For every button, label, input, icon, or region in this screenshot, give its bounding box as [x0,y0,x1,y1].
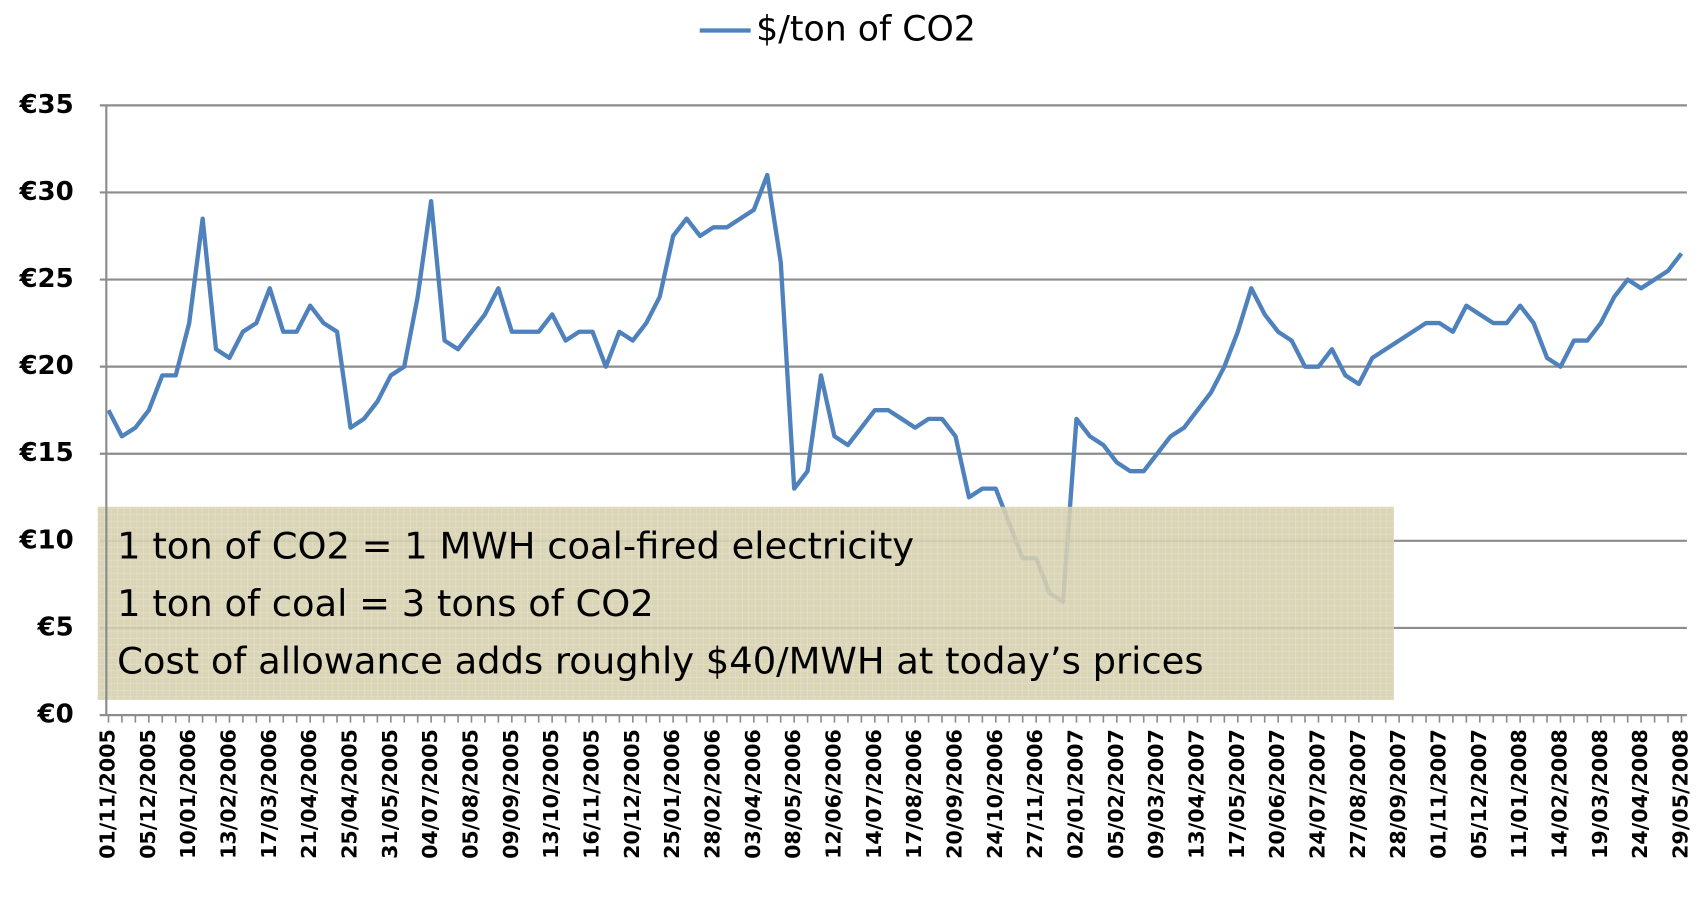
x-tick-label: 27/11/2006 [1023,729,1047,859]
x-tick-label: 25/01/2006 [660,729,684,859]
x-tick-label: 05/12/2005 [136,729,160,859]
annotations: 1 ton of CO2 = 1 MWH coal-fired electric… [117,524,1203,682]
x-tick-label: 27/08/2007 [1346,729,1370,859]
x-tick-label: 05/02/2007 [1104,729,1128,859]
x-tick-label: 31/05/2005 [378,729,402,859]
y-tick-label: €35 [18,90,73,120]
x-tick-label: 08/05/2006 [781,729,805,859]
annotation-box [97,506,1394,700]
x-tick-label: 12/06/2006 [821,729,845,859]
x-tick-label: 03/04/2006 [741,729,765,859]
y-tick-label: €20 [18,351,73,381]
x-tick-label: 02/01/2007 [1063,729,1087,859]
y-tick-label: €30 [18,177,73,207]
x-tick-label: 28/02/2006 [700,729,724,859]
x-tick-label: 20/09/2006 [942,729,966,859]
x-tick-label: 09/09/2005 [499,729,523,859]
y-tick-label: €10 [18,525,73,555]
x-tick-label: 13/04/2007 [1184,729,1208,859]
x-tick-label: 14/07/2006 [862,729,886,859]
series-line [106,172,1684,604]
legend-label: $/ton of CO2 [756,10,976,50]
plot [106,172,1684,604]
x-tick-label: 25/04/2005 [337,729,361,859]
x-tick-label: 17/03/2006 [257,729,281,859]
x-tick-label: 20/06/2007 [1265,729,1289,859]
x-tick-label: 24/07/2007 [1305,729,1329,859]
annotation: 1 ton of CO2 = 1 MWH coal-fired electric… [117,524,914,567]
annotation: 1 ton of coal = 3 tons of CO2 [117,582,654,625]
x-tick-label: 17/05/2007 [1225,729,1249,859]
x-tick-label: 20/12/2005 [620,729,644,859]
axes: €0 €5 €10 €15 €20 €25 €30 €35 01/11/2005 05/12/20… [18,90,1692,859]
x-tick-label: 16/11/2005 [579,729,603,859]
x-tick-label: 28/09/2007 [1386,729,1410,859]
y-tick-label: €25 [18,264,73,294]
x-tick-label: 13/10/2005 [539,729,563,859]
y-tick-label: €15 [18,438,73,468]
x-tick-label: 17/08/2006 [902,729,926,859]
annotation: Cost of allowance adds roughly $40/MWH a… [117,639,1203,682]
x-tick-label: 05/12/2007 [1467,729,1491,859]
x-tick-label: 24/10/2006 [983,729,1007,859]
x-tick-label: 01/11/2005 [95,729,119,859]
x-tick-label: 14/02/2008 [1547,729,1571,859]
y-tick-label: €5 [37,612,74,642]
y-tick-label: €0 [37,700,74,730]
x-tick-label: 09/03/2007 [1144,729,1168,859]
x-tick-label: 04/07/2005 [418,729,442,859]
x-tick-label: 19/03/2008 [1588,729,1612,859]
x-tick-label: 05/08/2005 [458,729,482,859]
x-tick-label: 13/02/2006 [216,729,240,859]
x-tick-label: 10/01/2006 [176,729,200,859]
x-tick-label: 29/05/2008 [1668,729,1692,859]
x-tick-label: 21/04/2006 [297,729,321,859]
x-tick-label: 24/04/2008 [1628,729,1652,859]
x-tick-label: 11/01/2008 [1507,729,1531,859]
x-tick-label: 01/11/2007 [1426,729,1450,859]
